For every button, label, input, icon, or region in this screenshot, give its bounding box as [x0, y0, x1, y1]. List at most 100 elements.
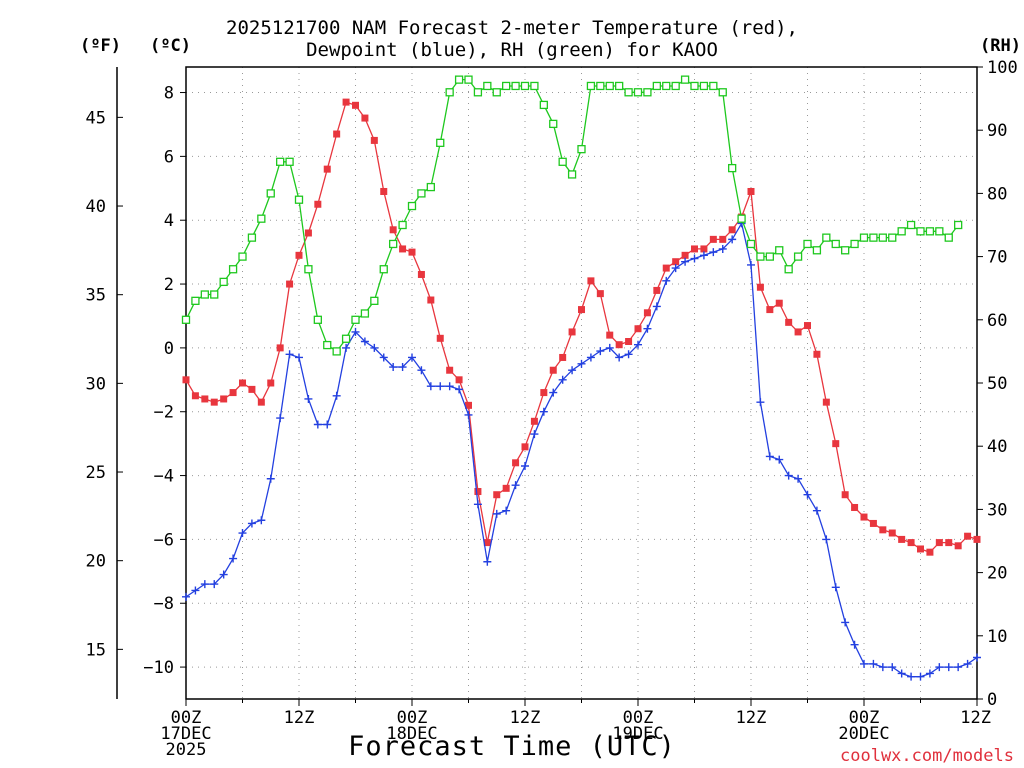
temperature-point [596, 290, 604, 298]
dewpoint-point [247, 519, 256, 528]
rh-point [652, 81, 661, 91]
rh-point [304, 265, 313, 274]
celsius-tick-label: −4 [154, 467, 174, 487]
rh-point [586, 81, 596, 91]
rh-point [502, 81, 511, 91]
rh-point [511, 81, 520, 91]
fahrenheit-tick-label: 35 [86, 286, 106, 306]
temperature-point [191, 392, 199, 400]
temperature-point [229, 389, 237, 397]
temperature-point [333, 130, 341, 138]
x-tick-label: 19DEC [612, 724, 663, 744]
rh-point [718, 88, 727, 97]
temperature-point [257, 398, 265, 406]
dewpoint-point [690, 254, 699, 263]
temperature-point [239, 379, 246, 387]
dewpoint-point [643, 324, 652, 333]
rh-point [247, 233, 257, 242]
temperature-point [417, 270, 425, 278]
dewpoint-point [502, 506, 511, 515]
temperature-point [286, 280, 294, 288]
dewpoint-point [605, 343, 614, 352]
rh-point [436, 138, 445, 147]
rh-point [426, 182, 435, 192]
celsius-axis-unit: (ºC) [150, 36, 191, 56]
temperature-point [700, 245, 708, 253]
temperature-point [860, 513, 868, 521]
rh-point [483, 81, 492, 91]
dewpoint-point [200, 580, 209, 589]
temperature-point [926, 548, 934, 556]
temperature-point [549, 366, 557, 374]
dewpoint-point [257, 516, 266, 525]
rh-point [492, 88, 501, 97]
rh-point [530, 81, 539, 91]
rh-point [822, 233, 831, 242]
x-tick-label: 00Z [849, 708, 880, 728]
fahrenheit-tick-label: 15 [86, 640, 106, 660]
temperature-point [813, 350, 821, 358]
temperature-point [832, 440, 840, 448]
fahrenheit-tick-label: 25 [86, 463, 106, 483]
rh-tick-label: 100 [987, 58, 1018, 78]
rh-tick-label: 30 [987, 500, 1007, 520]
dewpoint-point [860, 659, 868, 668]
dewpoint-point [954, 663, 963, 672]
dewpoint-point [747, 260, 755, 269]
x-tick-label: 12Z [736, 708, 767, 728]
temperature-point [455, 376, 463, 384]
rh-point [662, 81, 671, 91]
rh-tick-label: 80 [987, 184, 1007, 204]
temperature-point [681, 251, 689, 259]
temperature-point [775, 299, 783, 307]
rh-point [925, 227, 935, 236]
rh-point [615, 81, 624, 91]
dewpoint-point [342, 343, 351, 352]
dewpoint-point [784, 471, 793, 480]
x-tick-label: 20DEC [838, 724, 889, 744]
rh-tick-label: 60 [987, 311, 1007, 331]
rh-tick-label: 0 [987, 690, 997, 710]
temperature-point [643, 309, 651, 317]
rh-point [775, 246, 784, 255]
dewpoint-point [973, 653, 981, 662]
temperature-point [352, 101, 359, 109]
rh-point [285, 157, 294, 166]
rh-tick-label: 20 [987, 564, 1007, 584]
dewpoint-point [869, 659, 878, 668]
rh-point [954, 220, 963, 230]
celsius-tick-label: 2 [164, 275, 174, 295]
celsius-tick-label: −2 [154, 403, 174, 423]
rh-point [841, 246, 850, 255]
rh-tick-label: 70 [987, 248, 1007, 268]
dewpoint-point [662, 276, 671, 285]
dewpoint-point [841, 618, 850, 627]
temperature-point [634, 325, 642, 333]
dewpoint-point [219, 570, 228, 579]
temperature-point [502, 484, 510, 492]
rh-tick-label: 90 [987, 121, 1007, 141]
temperature-point [945, 539, 953, 547]
temperature-point [794, 328, 802, 336]
rh-point [906, 220, 916, 230]
rh-point [276, 157, 285, 166]
dewpoint-point [539, 407, 548, 416]
temperature-point [267, 379, 275, 387]
temperature-point [898, 535, 906, 543]
temperature-point [728, 226, 736, 234]
rh-point [417, 189, 426, 198]
dewpoint-point [709, 248, 718, 257]
dewpoint-point [351, 327, 360, 336]
dewpoint-point [445, 382, 454, 391]
rh-point [869, 233, 878, 242]
celsius-tick-label: 8 [164, 84, 174, 104]
rh-point [878, 233, 887, 242]
rh-point [464, 75, 473, 84]
temperature-point [295, 251, 303, 259]
rh-point [200, 290, 209, 299]
temperature-point [879, 526, 887, 534]
dewpoint-point [417, 366, 426, 375]
rh-point [351, 315, 360, 324]
rh-point [944, 233, 953, 242]
temperature-point [841, 491, 849, 499]
